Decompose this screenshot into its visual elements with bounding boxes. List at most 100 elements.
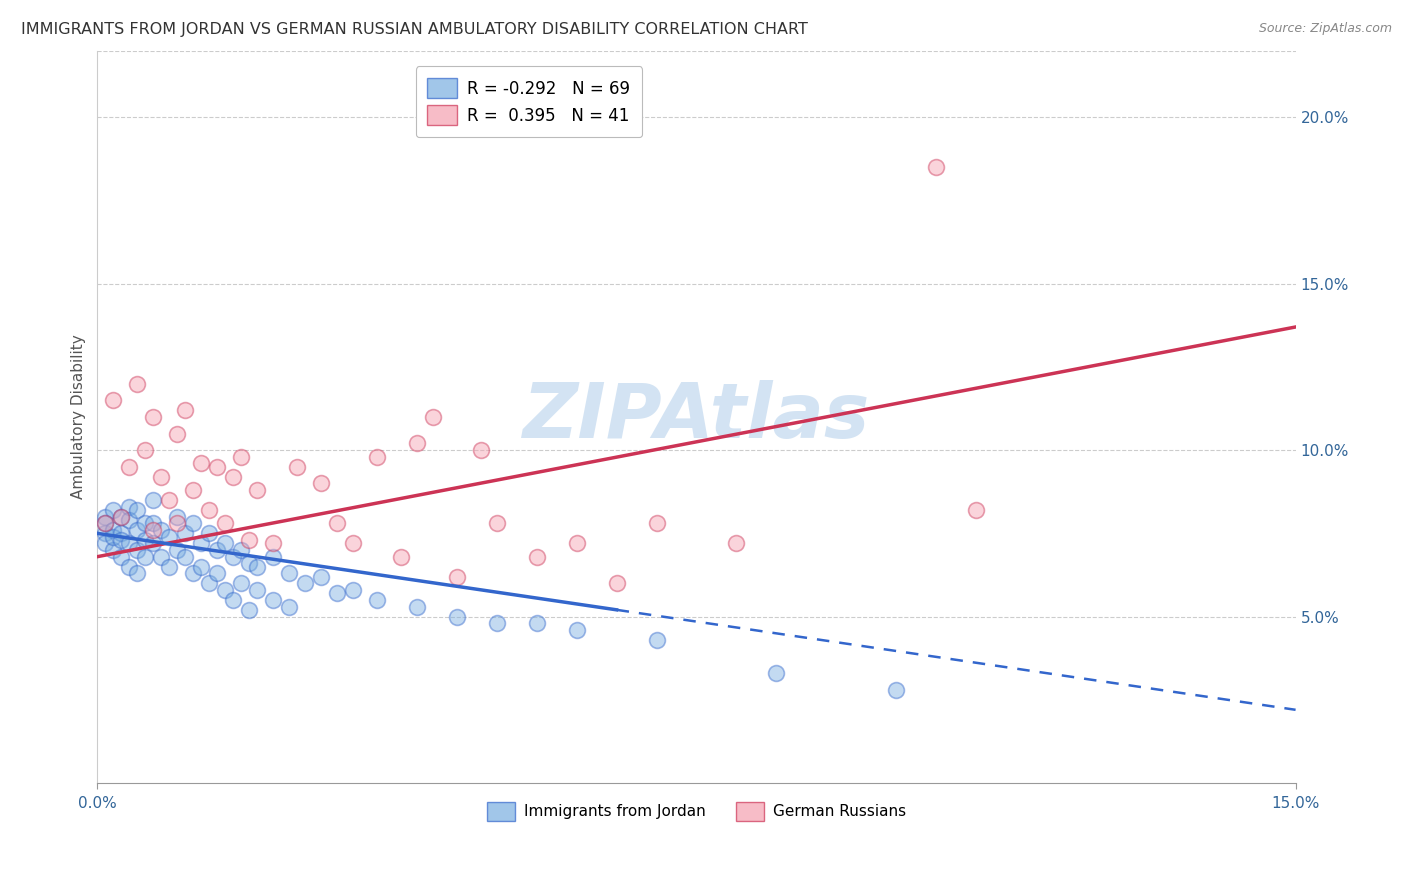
Text: ZIPAtlas: ZIPAtlas [523, 380, 870, 454]
Point [118, 536, 141, 550]
Point [134, 443, 156, 458]
Point [309, 569, 332, 583]
Point [222, 470, 245, 484]
Point [181, 566, 204, 581]
Text: IMMIGRANTS FROM JORDAN VS GERMAN RUSSIAN AMBULATORY DISABILITY CORRELATION CHART: IMMIGRANTS FROM JORDAN VS GERMAN RUSSIAN… [21, 22, 808, 37]
Point [103, 523, 125, 537]
Point [157, 493, 180, 508]
Point [190, 457, 212, 471]
Point [94, 526, 117, 541]
Point [278, 566, 301, 581]
Point [285, 459, 308, 474]
Point [174, 549, 197, 564]
Text: Source: ZipAtlas.com: Source: ZipAtlas.com [1258, 22, 1392, 36]
Point [174, 526, 197, 541]
Point [309, 476, 332, 491]
Point [166, 543, 188, 558]
Point [157, 559, 180, 574]
Point [134, 516, 156, 531]
Point [645, 632, 668, 647]
Point [127, 566, 149, 581]
Point [526, 549, 548, 564]
Point [190, 559, 212, 574]
Point [127, 503, 149, 517]
Point [231, 543, 253, 558]
Point [166, 509, 188, 524]
Point [366, 450, 388, 464]
Point [565, 623, 588, 637]
Point [142, 523, 165, 537]
Point [150, 470, 173, 484]
Point [103, 543, 125, 558]
Point [326, 516, 349, 531]
Point [181, 516, 204, 531]
Point [127, 376, 149, 391]
Point [94, 516, 117, 531]
Point [645, 516, 668, 531]
Point [406, 599, 429, 614]
Y-axis label: Ambulatory Disability: Ambulatory Disability [72, 334, 86, 500]
Point [485, 616, 508, 631]
Point [485, 516, 508, 531]
Point [118, 500, 141, 514]
Point [110, 533, 132, 547]
Point [342, 536, 364, 550]
Point [181, 483, 204, 497]
Point [190, 536, 212, 550]
Point [366, 593, 388, 607]
Point [262, 549, 284, 564]
Point [127, 523, 149, 537]
Point [110, 526, 132, 541]
Point [294, 576, 316, 591]
Point [198, 576, 221, 591]
Point [262, 536, 284, 550]
Point [110, 509, 132, 524]
Point [446, 569, 468, 583]
Point [198, 526, 221, 541]
Point [205, 543, 228, 558]
Point [142, 516, 165, 531]
Point [422, 409, 444, 424]
Point [389, 549, 412, 564]
Point [965, 503, 987, 517]
Point [246, 559, 269, 574]
Point [446, 609, 468, 624]
Point [278, 599, 301, 614]
Point [565, 536, 588, 550]
Point [765, 666, 787, 681]
Point [231, 576, 253, 591]
Point [150, 549, 173, 564]
Point [110, 549, 132, 564]
Point [606, 576, 628, 591]
Point [103, 530, 125, 544]
Point [142, 409, 165, 424]
Point [470, 443, 492, 458]
Point [166, 426, 188, 441]
Point [118, 559, 141, 574]
Point [214, 516, 236, 531]
Point [222, 549, 245, 564]
Point [238, 533, 260, 547]
Point [262, 593, 284, 607]
Point [110, 509, 132, 524]
Point [142, 536, 165, 550]
Point [214, 582, 236, 597]
Point [118, 513, 141, 527]
Point [134, 549, 156, 564]
Point [127, 543, 149, 558]
Point [246, 582, 269, 597]
Point [925, 160, 948, 174]
Point [231, 450, 253, 464]
Point [214, 536, 236, 550]
Point [94, 516, 117, 531]
Point [222, 593, 245, 607]
Point [94, 509, 117, 524]
Point [342, 582, 364, 597]
Legend: Immigrants from Jordan, German Russians: Immigrants from Jordan, German Russians [481, 796, 912, 827]
Point [725, 536, 748, 550]
Point [326, 586, 349, 600]
Point [103, 393, 125, 408]
Point [205, 459, 228, 474]
Point [150, 523, 173, 537]
Point [174, 403, 197, 417]
